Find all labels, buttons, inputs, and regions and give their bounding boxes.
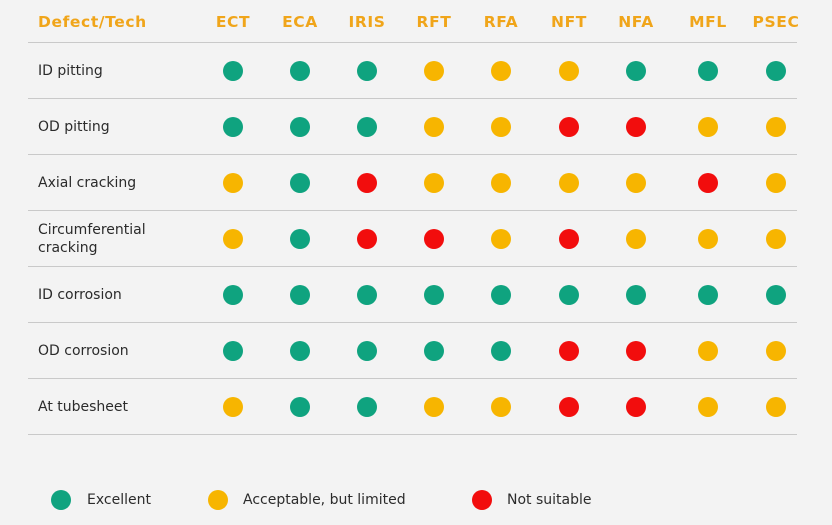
rating-dot-excellent xyxy=(290,229,310,249)
row-label: Axial cracking xyxy=(38,174,137,191)
rating-dot-acceptable xyxy=(491,229,511,249)
matrix-body: ID pitting OD pitting Axial cracking Circum… xyxy=(28,42,797,435)
rating-dot-excellent xyxy=(766,285,786,305)
legend-dot-not-suitable xyxy=(472,490,492,510)
rating-dot-excellent xyxy=(357,117,377,137)
rating-dot-acceptable xyxy=(491,61,511,81)
rating-dot-acceptable xyxy=(766,397,786,417)
rating-dot-acceptable xyxy=(491,397,511,417)
legend: Excellent Acceptable, but limited Not suit… xyxy=(0,488,832,512)
column-header-ect: ECT xyxy=(215,13,251,31)
row-label: OD corrosion xyxy=(38,342,129,359)
rating-dot-acceptable xyxy=(491,173,511,193)
defect-tech-matrix: Defect/Tech ECT ECA IRIS RFT RFA NFT NFA MFL PSE… xyxy=(28,0,800,435)
rating-dot-not-suitable xyxy=(357,173,377,193)
rating-dot-excellent xyxy=(290,117,310,137)
column-header-iris: IRIS xyxy=(348,13,386,31)
rating-dot-not-suitable xyxy=(626,341,646,361)
rating-dot-excellent xyxy=(698,285,718,305)
rating-dot-excellent xyxy=(626,285,646,305)
rating-dot-excellent xyxy=(290,341,310,361)
rating-dot-excellent xyxy=(290,61,310,81)
legend-dot-acceptable xyxy=(208,490,228,510)
rating-dot-excellent xyxy=(290,173,310,193)
rating-dot-excellent xyxy=(424,285,444,305)
row-label: Circumferential cracking xyxy=(38,221,146,256)
rating-dot-excellent xyxy=(357,285,377,305)
rating-dot-excellent xyxy=(223,341,243,361)
rating-dot-acceptable xyxy=(766,341,786,361)
table-row: ID corrosion xyxy=(28,266,797,322)
rating-dot-excellent xyxy=(626,61,646,81)
column-header-nft: NFT xyxy=(551,13,587,31)
row-label: ID corrosion xyxy=(38,286,122,303)
rating-dot-not-suitable xyxy=(559,397,579,417)
rating-dot-excellent xyxy=(766,61,786,81)
rating-dot-not-suitable xyxy=(559,341,579,361)
rating-dot-acceptable xyxy=(698,117,718,137)
rating-dot-not-suitable xyxy=(698,173,718,193)
legend-dot-excellent xyxy=(51,490,71,510)
rating-dot-not-suitable xyxy=(559,117,579,137)
rating-dot-not-suitable xyxy=(357,229,377,249)
rating-dot-acceptable xyxy=(766,173,786,193)
rating-dot-excellent xyxy=(223,285,243,305)
rating-dot-not-suitable xyxy=(626,117,646,137)
row-label: At tubesheet xyxy=(38,398,129,415)
table-row: ID pitting xyxy=(28,42,797,98)
row-label: OD pitting xyxy=(38,118,110,135)
rating-dot-acceptable xyxy=(766,117,786,137)
rating-dot-not-suitable xyxy=(424,229,444,249)
rating-dot-excellent xyxy=(290,397,310,417)
rating-dot-excellent xyxy=(424,341,444,361)
rating-dot-acceptable xyxy=(491,117,511,137)
row-label: ID pitting xyxy=(38,62,103,79)
rating-dot-excellent xyxy=(290,285,310,305)
rating-dot-acceptable xyxy=(698,397,718,417)
column-header-rfa: RFA xyxy=(483,13,519,31)
table-row: At tubesheet xyxy=(28,378,797,435)
rating-dot-acceptable xyxy=(223,229,243,249)
rating-dot-excellent xyxy=(491,285,511,305)
corner-header: Defect/Tech xyxy=(38,13,147,31)
rating-dot-not-suitable xyxy=(626,397,646,417)
rating-dot-excellent xyxy=(491,341,511,361)
rating-dot-acceptable xyxy=(626,229,646,249)
rating-dot-acceptable xyxy=(223,397,243,417)
legend-label: Excellent xyxy=(87,492,151,508)
rating-dot-not-suitable xyxy=(559,229,579,249)
rating-dot-acceptable xyxy=(698,341,718,361)
rating-dot-acceptable xyxy=(559,61,579,81)
table-row: Axial cracking xyxy=(28,154,797,210)
rating-dot-acceptable xyxy=(766,229,786,249)
rating-dot-excellent xyxy=(357,341,377,361)
rating-dot-excellent xyxy=(357,397,377,417)
column-header-psec: PSEC xyxy=(752,13,800,31)
rating-dot-acceptable xyxy=(698,229,718,249)
table-row: OD pitting xyxy=(28,98,797,154)
rating-dot-acceptable xyxy=(424,117,444,137)
rating-dot-excellent xyxy=(357,61,377,81)
table-row: Circumferential cracking xyxy=(28,210,797,266)
column-header-eca: ECA xyxy=(282,13,318,31)
rating-dot-excellent xyxy=(698,61,718,81)
column-header-nfa: NFA xyxy=(618,13,654,31)
header-row: Defect/Tech ECT ECA IRIS RFT RFA NFT NFA MFL PSE… xyxy=(28,0,800,42)
rating-dot-acceptable xyxy=(424,397,444,417)
column-header-rft: RFT xyxy=(416,13,452,31)
legend-label: Acceptable, but limited xyxy=(243,492,406,508)
table-row: OD corrosion xyxy=(28,322,797,378)
legend-label: Not suitable xyxy=(507,492,592,508)
column-header-mfl: MFL xyxy=(689,13,727,31)
rating-dot-acceptable xyxy=(424,61,444,81)
rating-dot-acceptable xyxy=(424,173,444,193)
rating-dot-excellent xyxy=(223,61,243,81)
rating-dot-excellent xyxy=(223,117,243,137)
rating-dot-acceptable xyxy=(559,173,579,193)
rating-dot-excellent xyxy=(559,285,579,305)
rating-dot-acceptable xyxy=(626,173,646,193)
rating-dot-acceptable xyxy=(223,173,243,193)
